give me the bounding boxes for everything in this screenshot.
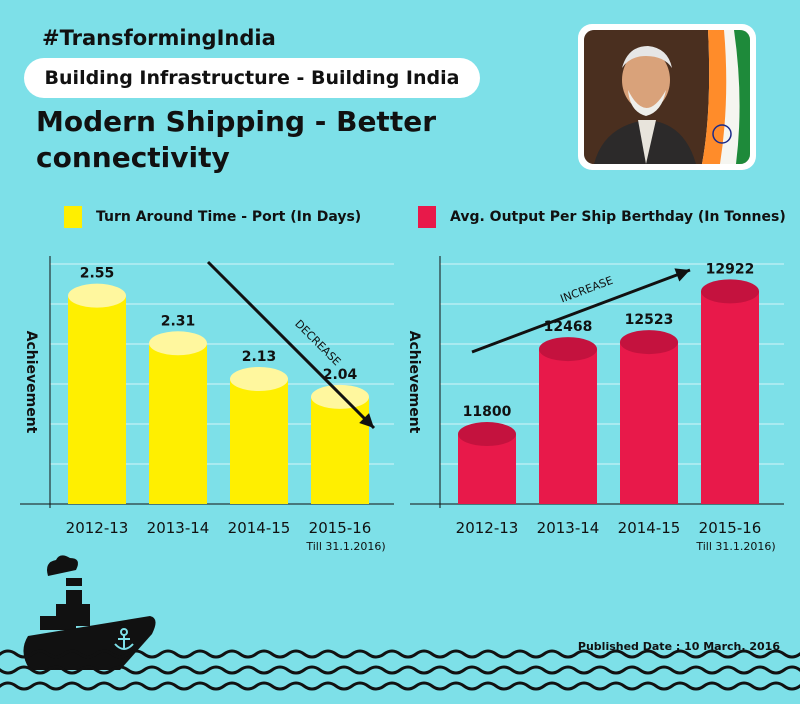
- waves-decoration: [0, 640, 800, 704]
- bar-cap: [539, 337, 597, 362]
- tick-label: 2014-15: [618, 519, 681, 537]
- legend-turnaround: Turn Around Time - Port (In Days): [64, 206, 361, 228]
- chart-turnaround-svg: 2.55 2012-13 2.31 2013-14 2.13 2014-15 2.04 201…: [20, 256, 394, 553]
- chart-turnaround: 2.55 2012-13 2.31 2013-14 2.13 2014-15 2.04 201…: [10, 240, 395, 570]
- tick-label: 2013-14: [537, 519, 600, 537]
- legend-swatch-red: [418, 206, 436, 228]
- tick-label: 2012-13: [456, 519, 519, 537]
- bar-cap: [458, 422, 516, 447]
- bar-cap: [701, 279, 759, 304]
- tick-label: 2015-16: [699, 519, 762, 537]
- trend-arrow: [206, 260, 376, 430]
- tick-label: 2013-14: [147, 519, 210, 537]
- tick-label: 2015-16: [309, 519, 372, 537]
- trend-arrow: [471, 268, 691, 354]
- published-date: Published Date : 10 March, 2016: [577, 640, 780, 653]
- chart-output-svg: 11800 2012-13 12468 2013-14 12523 2014-15 1292…: [410, 256, 784, 553]
- bar: [149, 343, 207, 504]
- data-label: 11800: [463, 404, 512, 420]
- tick-note: Till 31.1.2016): [305, 540, 385, 553]
- data-label: 2.55: [80, 266, 115, 282]
- data-label: 2.13: [242, 349, 277, 365]
- bar: [230, 379, 288, 504]
- legend-swatch-yellow: [64, 206, 82, 228]
- trend-arrowhead: [359, 413, 374, 428]
- hashtag: #TransformingIndia: [42, 26, 276, 50]
- portrait-frame: [578, 24, 756, 170]
- data-label: 2.04: [323, 367, 358, 383]
- bar-cap: [620, 330, 678, 355]
- portrait-photo: [584, 30, 750, 164]
- trend-label: DECREASE: [292, 317, 343, 368]
- legend-label: Turn Around Time - Port (In Days): [96, 209, 362, 225]
- page-title: Modern Shipping - Better connectivity: [36, 105, 436, 174]
- trend-arrowhead: [674, 268, 690, 282]
- legend-output: Avg. Output Per Ship Berthday (In Tonnes…: [418, 206, 786, 228]
- legend-label: Avg. Output Per Ship Berthday (In Tonnes…: [450, 209, 786, 225]
- bar: [539, 349, 597, 504]
- data-label: 12468: [544, 319, 593, 335]
- bar-cap: [311, 384, 369, 409]
- bar-cap: [230, 367, 288, 392]
- tick-note: Till 31.1.2016): [695, 540, 775, 553]
- bar-cap: [149, 331, 207, 356]
- bar-cap: [68, 283, 126, 308]
- bar: [620, 342, 678, 504]
- tick-label: 2012-13: [66, 519, 129, 537]
- data-label: 12523: [625, 312, 674, 328]
- bar: [68, 295, 126, 504]
- bar: [701, 291, 759, 504]
- data-label: 2.31: [161, 313, 196, 329]
- data-label: 12922: [706, 261, 755, 277]
- chart-output: 11800 2012-13 12468 2013-14 12523 2014-15 1292…: [400, 240, 785, 570]
- subtitle-pill: Building Infrastructure - Building India: [24, 58, 480, 98]
- tick-label: 2014-15: [228, 519, 291, 537]
